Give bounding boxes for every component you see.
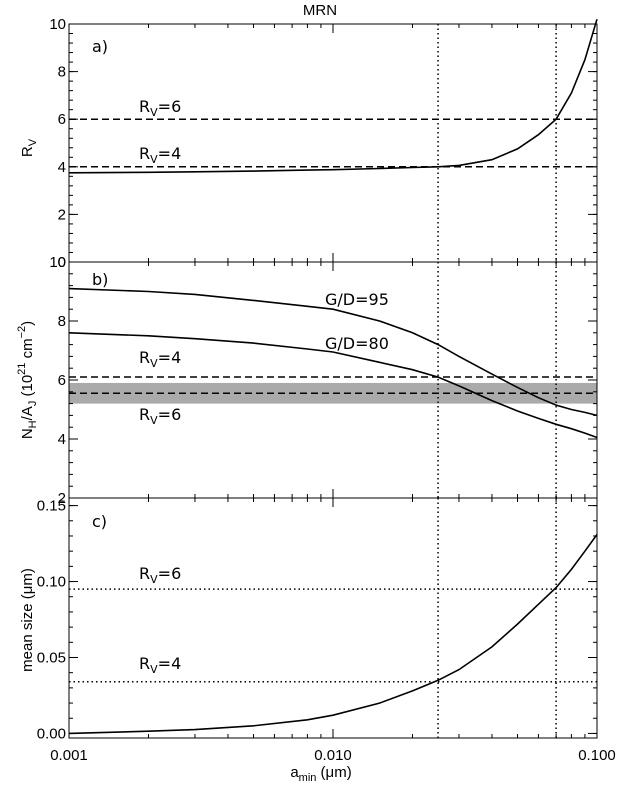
- axis-labels: RV NH/AJ (1021 cm−2) mean size (μm) amin…: [16, 138, 352, 784]
- ylabel-a: RV: [19, 138, 39, 157]
- figure-title: MRN: [303, 2, 337, 19]
- series-line-0: [68, 287, 598, 417]
- y-tick-label: 6: [58, 111, 66, 128]
- series-line-1: [68, 332, 598, 439]
- ylabel-b: NH/AJ (1021 cm−2): [16, 321, 39, 439]
- y-tick-label: 8: [58, 313, 66, 330]
- y-tick-label: 8: [58, 64, 66, 81]
- label-gd80: G/D=80: [325, 334, 389, 353]
- y-tick-label: 0.05: [37, 649, 66, 666]
- y-tick-label: 10: [49, 16, 66, 33]
- panel-b: 2 4 6 8 10: [49, 254, 598, 507]
- label-rv6-a: RV=6: [139, 97, 181, 119]
- y-tick-label: 0: [58, 254, 66, 271]
- y-tick-label: 6: [58, 372, 66, 389]
- y-tick-label: 0.15: [37, 498, 66, 515]
- x-tick-label: 0.010: [314, 747, 352, 764]
- y-tick-label: 0.00: [37, 725, 66, 742]
- label-rv4-c: RV=4: [139, 654, 181, 676]
- panel-b-letter: b): [92, 270, 108, 289]
- plot-frame: [68, 23, 598, 263]
- label-gd95: G/D=95: [325, 290, 389, 309]
- label-rv6-b: RV=6: [139, 405, 181, 427]
- label-rv4-a: RV=4: [139, 144, 181, 166]
- panel-c: 0.00 0.05 0.10 0.15 0.001 0.010 0.100: [37, 497, 616, 764]
- series-line-0: [68, 18, 598, 174]
- y-tick-label: 10: [49, 254, 66, 271]
- xlabel: amin (μm): [290, 764, 351, 784]
- y-tick-label: 2: [58, 490, 66, 507]
- panel-c-letter: c): [92, 512, 107, 531]
- y-tick-label: 4: [58, 159, 66, 176]
- y-tick-label: 0.10: [37, 574, 66, 591]
- panel-a-letter: a): [92, 37, 108, 56]
- annotations: a) RV=6 RV=4 b) G/D=95 G/D=80 RV=4 RV=6 …: [92, 37, 389, 676]
- y-tick-label: 2: [58, 206, 66, 223]
- plot-frame: [68, 497, 598, 739]
- label-rv6-c: RV=6: [139, 564, 181, 586]
- ylabel-c: mean size (μm): [19, 568, 36, 672]
- panel-a: 0 2 4 6 8 10: [49, 16, 598, 271]
- series-line-0: [68, 534, 598, 735]
- x-tick-label: 0.001: [50, 747, 88, 764]
- label-rv4-b: RV=4: [139, 348, 181, 370]
- x-tick-label: 0.100: [578, 747, 616, 764]
- y-tick-label: 4: [58, 431, 66, 448]
